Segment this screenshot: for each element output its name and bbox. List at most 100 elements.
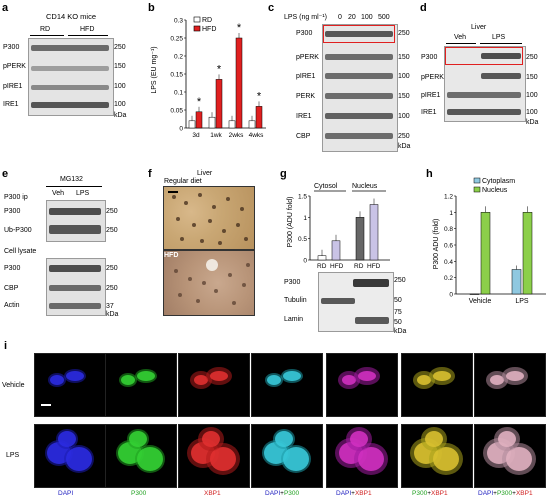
bar-rd-4wks <box>248 120 256 129</box>
legend-label-nucleus: Nucleus <box>482 187 508 194</box>
x-tick-label: 4wks <box>249 132 265 139</box>
panel-a-mw-0: 250 <box>114 44 126 51</box>
bar-nucleus-LPS <box>522 212 533 295</box>
panel-f-top-label: Regular diet <box>164 178 202 185</box>
cell-nucleus <box>283 447 309 471</box>
legend-swatch-rd <box>193 16 201 23</box>
panel-a-unit: kDa <box>114 112 127 119</box>
panel-e-row-actin: Actin <box>4 302 20 309</box>
panel-f-histology-regular-diet <box>163 186 255 250</box>
panel-d-group-lps: LPS <box>492 34 506 41</box>
bar-rd-1wk <box>208 116 216 129</box>
cell-nucleus <box>425 431 443 447</box>
cells <box>262 429 311 473</box>
panel-g-row-lamin: Lamin <box>284 316 304 323</box>
cell-nucleus <box>358 447 384 471</box>
panel-e-row-cbp: CBP <box>4 285 19 292</box>
panel-g-mw-1: 50 <box>394 297 402 304</box>
panel-a-row-p300: P300 <box>3 44 20 51</box>
y-tick-label: 0.3 <box>174 18 183 25</box>
panel-h-axes: 0 0.2 0.4 0.6 0.8 1 1.2 <box>444 194 546 299</box>
micrograph-r1-c3 <box>251 424 323 488</box>
bar-hfd-1wk <box>215 79 223 129</box>
panel-label-a: a <box>2 2 9 14</box>
panel-d-mw-0: 250 <box>526 54 538 61</box>
panel-label-f: f <box>148 168 152 180</box>
panel-g-group-nucleus: Nucleus <box>352 183 378 190</box>
panel-a-row-pperk: pPERK <box>3 63 26 70</box>
cells <box>119 369 157 387</box>
panel-h-x-lps: LPS <box>515 298 529 305</box>
panel-label-b: b <box>148 2 155 14</box>
panel-g-unit: kDa <box>394 328 407 335</box>
panel-a-row-pire1: pIRE1 <box>3 83 23 90</box>
cell-nucleus <box>58 431 76 447</box>
cell-nucleus <box>433 371 451 381</box>
significance-star: * <box>217 63 222 75</box>
cell-nucleus <box>358 371 376 381</box>
panel-g-group-cytosol: Cytosol <box>314 183 338 190</box>
panel-c-mw-4: 100 <box>398 113 410 120</box>
panel-a-group-rd: RD <box>40 26 51 33</box>
cells <box>116 429 165 473</box>
cell-nucleus <box>417 375 431 385</box>
micrograph-r0-c1 <box>105 353 177 417</box>
legend-swatch-nucleus <box>473 186 481 193</box>
panel-i-col-dapi-p300: DAPI+P300 <box>265 490 300 497</box>
panel-label-h: h <box>426 168 433 180</box>
micrograph-r1-c6 <box>474 424 546 488</box>
y-tick-label: 0.15 <box>170 72 183 79</box>
bar-hfd-3d <box>195 111 203 129</box>
panel-g-ylabel: P300 (ADU fold) <box>287 197 294 248</box>
cell-nucleus <box>129 431 147 447</box>
panel-d-lps-underline <box>480 43 522 44</box>
panel-label-g: g <box>280 168 287 180</box>
micrograph-r1-c0 <box>34 424 106 488</box>
panel-a-header: CD14 KO mice <box>46 12 97 21</box>
panel-a-mw-3: 100 <box>114 101 126 108</box>
panel-label-c: c <box>268 2 275 14</box>
panel-a-rd-underline <box>30 35 64 36</box>
cell-nucleus <box>210 447 236 471</box>
y-tick-label: 0.2 <box>174 54 183 61</box>
panel-b-chart: LPS (EU mg⁻¹) 0 0.05 0.1 0.15 0.2 0.25 0.3 3d 1w… <box>151 16 266 139</box>
panel-i-col-merge: DAPI+P300+XBP1 <box>478 490 533 497</box>
cells <box>41 369 86 406</box>
panel-g-mw-3: 50 <box>394 319 402 326</box>
panel-b-bars: * * * * <box>188 22 263 129</box>
panel-e-blot-lysate <box>46 258 106 316</box>
panel-e-unit: kDa <box>106 311 119 318</box>
micrograph-r0-c6 <box>474 353 546 417</box>
y-tick-label: 0 <box>303 258 307 265</box>
panel-d-blot <box>444 46 526 122</box>
cells <box>187 427 240 475</box>
panel-g-blot <box>318 272 394 332</box>
panel-e-lysate: Cell lysate <box>4 248 37 255</box>
panel-e-group-lps: LPS <box>76 190 90 197</box>
panel-g-mw-0: 250 <box>394 277 406 284</box>
panel-c-unit: kDa <box>398 143 411 150</box>
cell-nucleus <box>66 447 92 471</box>
micrograph-r0-c4 <box>326 353 398 417</box>
cells <box>335 427 388 475</box>
panel-label-e: e <box>2 168 9 180</box>
panel-c-mw-1: 150 <box>398 54 410 61</box>
legend-label-cytoplasm: Cytoplasm <box>482 178 515 185</box>
cells <box>265 369 303 387</box>
cells <box>338 367 380 389</box>
cell-nucleus <box>137 447 163 471</box>
cell-nucleus <box>267 375 281 385</box>
bar-cytoplasm-Vehicle <box>469 293 480 295</box>
panel-a-blot <box>28 38 114 116</box>
legend-swatch-hfd <box>193 25 201 32</box>
panel-i-col-dapi: DAPI <box>58 490 74 497</box>
cell-nucleus <box>121 375 135 385</box>
panel-h-chart: P300 ADU (fold) Cytoplasm Nucleus 0 0.2 0.… <box>433 177 546 305</box>
panel-f-bottom-label: HFD <box>164 252 179 259</box>
panel-c-dose-2: 100 <box>361 14 373 21</box>
cells <box>190 367 232 389</box>
cells <box>483 427 536 475</box>
panel-c-dose-3: 500 <box>378 14 390 21</box>
cell-nucleus <box>66 371 84 381</box>
bar-rd-2wks <box>228 120 236 129</box>
